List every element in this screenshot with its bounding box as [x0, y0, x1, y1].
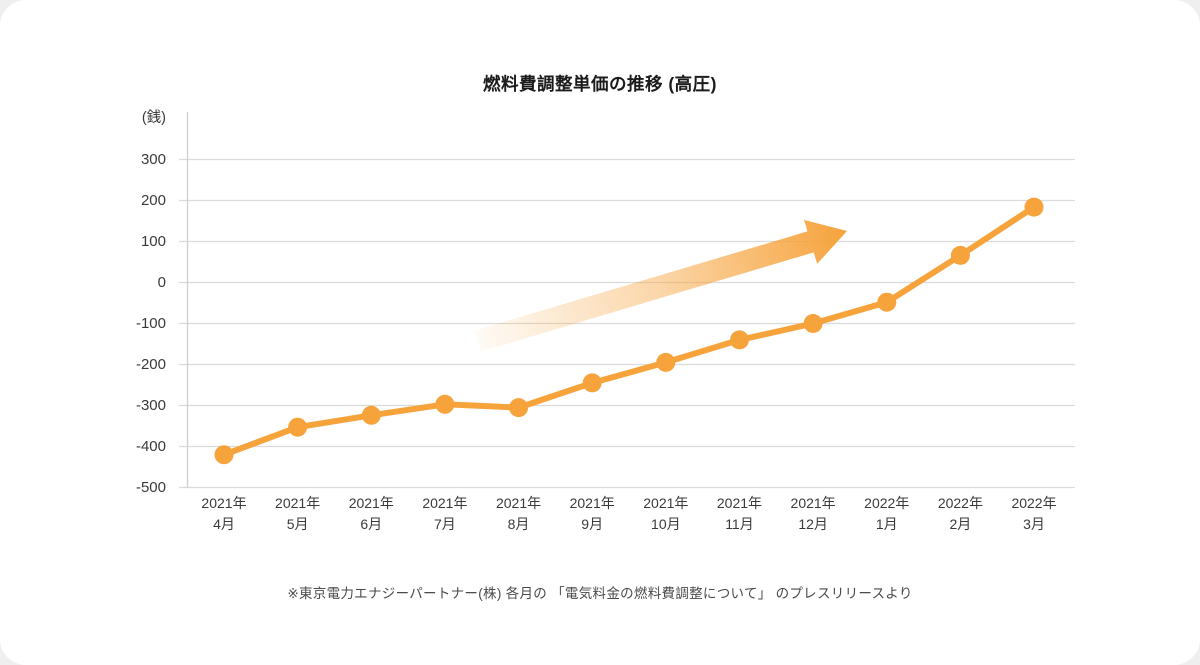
data-point — [288, 417, 308, 437]
data-point — [656, 352, 676, 372]
x-tick-year: 2021年 — [422, 495, 468, 511]
x-tick-year: 2021年 — [569, 495, 615, 511]
x-tick-month: 10月 — [651, 516, 681, 532]
source-footnote: ※東京電力エナジーパートナー(株) 各月の 「電気料金の燃料費調整について」 の… — [287, 586, 913, 601]
x-tick-month: 2月 — [949, 516, 972, 532]
x-tick-year: 2022年 — [937, 495, 983, 511]
y-tick-label: 100 — [140, 232, 166, 250]
x-tick-month: 11月 — [725, 516, 754, 532]
x-tick-year: 2021年 — [275, 495, 321, 511]
x-tick-month: 6月 — [360, 516, 383, 532]
x-tick-label: 2021年 9月 — [550, 493, 634, 535]
data-point — [435, 394, 455, 414]
data-point — [730, 330, 749, 350]
data-point — [509, 398, 529, 418]
y-tick-label: 0 — [157, 273, 166, 291]
y-tick-label: -500 — [135, 478, 166, 496]
x-tick-year: 2021年 — [348, 495, 394, 511]
x-tick-month: 7月 — [434, 516, 456, 532]
x-tick-month: 8月 — [507, 516, 530, 532]
x-tick-label: 2022年 2月 — [918, 493, 1002, 535]
y-tick-label: -400 — [135, 437, 166, 455]
x-tick-label: 2021年 11月 — [697, 493, 781, 535]
x-tick-label: 2021年 5月 — [256, 493, 340, 535]
x-tick-label: 2021年 4月 — [182, 493, 266, 535]
y-axis-unit-label: (銭) — [141, 110, 166, 126]
x-tick-year: 2021年 — [716, 495, 763, 511]
x-tick-label: 2021年 7月 — [403, 493, 487, 535]
data-point — [877, 292, 897, 312]
x-tick-month: 12月 — [798, 516, 828, 532]
y-tick-label: -200 — [135, 355, 166, 373]
trend-up-arrow-icon — [474, 219, 847, 352]
x-tick-label: 2021年 8月 — [477, 493, 561, 535]
y-tick-label: -100 — [135, 314, 166, 332]
y-tick-label: 200 — [140, 191, 166, 209]
x-tick-label: 2022年 3月 — [992, 493, 1076, 535]
x-tick-month: 9月 — [581, 516, 604, 532]
y-tick-label: -300 — [135, 396, 166, 414]
data-point — [1024, 197, 1044, 217]
data-point — [803, 314, 823, 333]
x-tick-label: 2021年 10月 — [624, 493, 708, 535]
x-tick-label: 2021年 6月 — [329, 493, 413, 535]
x-tick-year: 2022年 — [864, 495, 910, 511]
x-tick-label: 2022年 1月 — [845, 493, 929, 535]
x-tick-month: 3月 — [1023, 516, 1045, 532]
chart-title: 燃料費調整単価の推移 (高圧) — [482, 74, 718, 94]
x-tick-year: 2021年 — [643, 495, 689, 511]
x-tick-label: 2021年 12月 — [771, 493, 855, 535]
x-tick-month: 5月 — [286, 516, 309, 532]
line-series — [214, 197, 1044, 465]
y-tick-label: 300 — [140, 150, 166, 168]
data-point — [361, 405, 381, 425]
x-tick-month: 4月 — [213, 516, 235, 532]
x-tick-month: 1月 — [875, 516, 898, 532]
x-tick-year: 2021年 — [790, 495, 836, 511]
gridlines — [179, 112, 1075, 489]
data-point — [582, 373, 602, 393]
x-tick-year: 2021年 — [201, 495, 247, 511]
series-line — [221, 204, 1037, 458]
x-tick-year: 2022年 — [1011, 495, 1057, 511]
data-point — [214, 445, 234, 465]
data-point — [950, 245, 970, 265]
x-tick-year: 2021年 — [495, 495, 542, 511]
